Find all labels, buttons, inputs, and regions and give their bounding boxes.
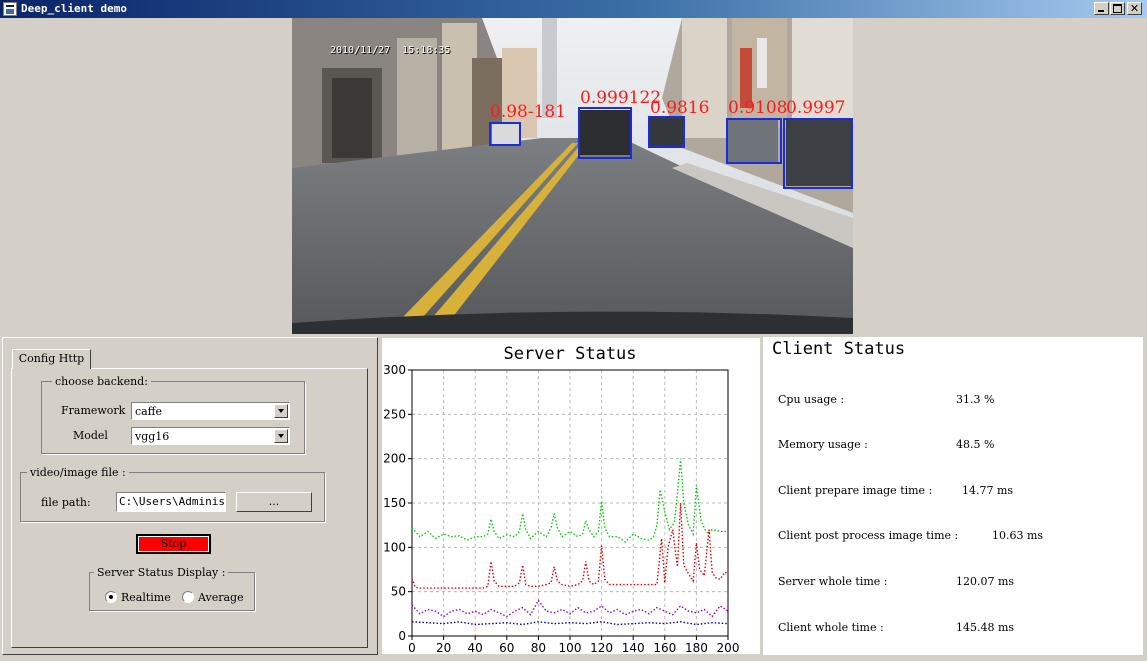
chevron-down-icon[interactable]: [274, 429, 288, 443]
detection-box: [726, 118, 782, 164]
average-label[interactable]: Average: [198, 591, 244, 604]
maximize-icon: [1113, 4, 1122, 13]
prepare-time-value: 14.77 ms: [962, 484, 1014, 497]
memory-usage-label: Memory usage :: [778, 438, 868, 451]
maximize-button[interactable]: [1110, 2, 1125, 15]
x-tick-label: 120: [590, 641, 613, 654]
file-path-input[interactable]: C:\Users\Administ: [116, 492, 226, 512]
detection-label: 0.999122: [580, 88, 662, 108]
x-tick-label: 140: [622, 641, 645, 654]
y-tick-label: 50: [391, 585, 406, 599]
average-radio[interactable]: [182, 591, 194, 603]
x-tick-label: 180: [685, 641, 708, 654]
window-title: Deep_client demo: [21, 2, 127, 15]
file-path-label: file path:: [41, 496, 91, 509]
x-tick-label: 20: [436, 641, 451, 654]
client-status-panel: Client Status Cpu usage : 31.3 % Memory …: [763, 337, 1143, 655]
model-select-value: vgg16: [135, 430, 170, 443]
prepare-time-label: Client prepare image time :: [778, 484, 933, 497]
chevron-down-icon[interactable]: [274, 404, 288, 418]
y-tick-label: 150: [383, 496, 406, 510]
server-status-panel: Server Status 0 20 40 60 80 100 120 140 160 180 200…: [381, 337, 761, 655]
road-scene: [292, 18, 853, 334]
cpu-usage-label: Cpu usage :: [778, 393, 845, 406]
detection-label: 0.9816: [650, 98, 710, 118]
tab-config-http[interactable]: Config Http: [12, 349, 91, 369]
detection-box: [489, 122, 521, 146]
framework-select-value: caffe: [135, 405, 163, 418]
model-label: Model: [73, 429, 108, 442]
status-display-title: Server Status Display :: [94, 566, 229, 579]
file-group-title: video/image file :: [27, 466, 129, 479]
x-tick-label: 60: [499, 641, 514, 654]
series-line-2: [411, 599, 729, 618]
post-process-time-label: Client post process image time :: [778, 529, 959, 542]
detection-label: 0.9108: [728, 98, 788, 118]
close-icon: ✕: [1129, 2, 1140, 15]
minimize-icon: [1098, 10, 1104, 12]
detection-box: [783, 118, 853, 189]
browse-button[interactable]: ...: [236, 492, 312, 512]
y-tick-label: 200: [383, 452, 406, 466]
x-tick-label: 100: [559, 641, 582, 654]
minimize-button[interactable]: [1094, 2, 1109, 15]
video-frame: 2010/11/27 15:18:35 0.98-181 0.999122 0.…: [292, 18, 853, 334]
file-group: [20, 472, 325, 522]
series-line-1: [411, 502, 729, 589]
app-icon: [3, 2, 17, 16]
config-tab-page: [11, 368, 368, 648]
client-whole-time-value: 145.48 ms: [956, 621, 1015, 634]
detection-box: [648, 116, 685, 148]
x-tick-label: 160: [653, 641, 676, 654]
series-line-0: [411, 458, 728, 543]
realtime-radio[interactable]: [105, 591, 117, 603]
backend-group: [41, 381, 305, 454]
server-whole-time-value: 120.07 ms: [956, 575, 1015, 588]
stop-button[interactable]: Stop: [136, 534, 211, 554]
series-line-3: [411, 621, 729, 626]
y-tick-label: 100: [383, 540, 406, 554]
client-whole-time-label: Client whole time :: [778, 621, 884, 634]
detection-box: [578, 107, 632, 159]
x-tick-label: 40: [468, 641, 483, 654]
client-status-title: Client Status: [772, 339, 906, 359]
server-whole-time-label: Server whole time :: [778, 575, 888, 588]
y-tick-label: 0: [398, 629, 406, 643]
server-status-chart: Server Status 0 20 40 60 80 100 120 140 160 180 200…: [383, 344, 740, 655]
close-button[interactable]: ✕: [1127, 2, 1142, 15]
post-process-time-value: 10.63 ms: [992, 529, 1044, 542]
y-tick-label: 300: [383, 363, 406, 377]
backend-group-title: choose backend:: [52, 375, 151, 388]
x-tick-label: 0: [408, 641, 416, 654]
memory-usage-value: 48.5 %: [956, 438, 995, 451]
x-tick-label: 200: [717, 641, 740, 654]
detection-label: 0.98-181: [490, 102, 567, 122]
y-tick-label: 250: [383, 407, 406, 421]
framework-label: Framework: [61, 404, 126, 417]
detection-label: 0.9997: [786, 98, 846, 118]
cpu-usage-value: 31.3 %: [956, 393, 995, 406]
framework-select[interactable]: caffe: [131, 402, 290, 420]
title-bar: Deep_client demo ✕: [0, 0, 1147, 18]
chart-title: Server Status: [503, 344, 636, 364]
realtime-label[interactable]: Realtime: [121, 591, 171, 604]
x-tick-label: 80: [531, 641, 546, 654]
video-timestamp: 2010/11/27 15:18:35: [330, 45, 451, 56]
model-select[interactable]: vgg16: [131, 427, 290, 445]
